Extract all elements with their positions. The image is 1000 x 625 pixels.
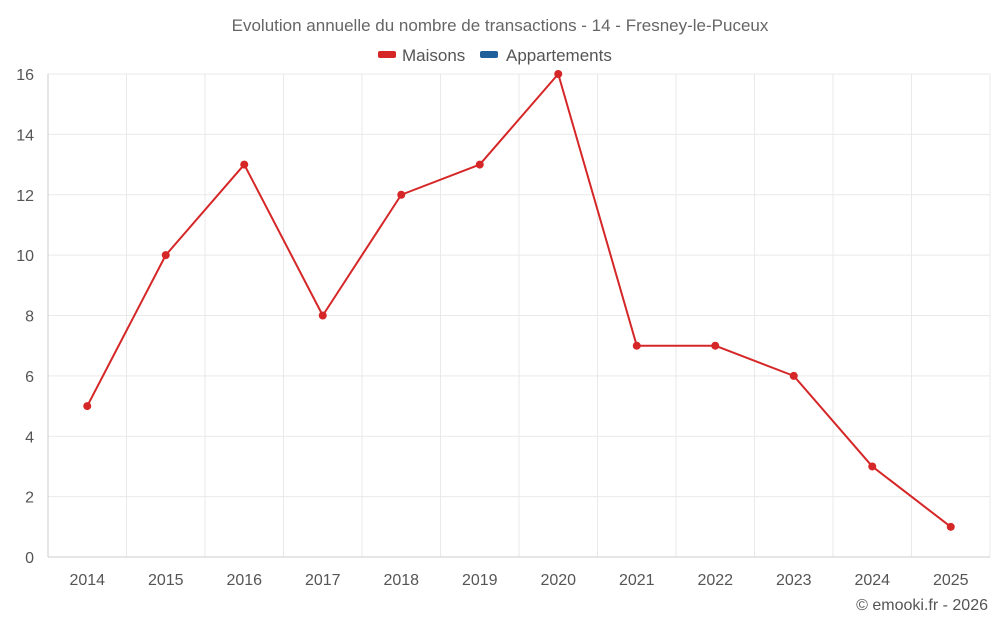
y-tick-label: 0 xyxy=(25,550,34,567)
legend-label-appartements[interactable]: Appartements xyxy=(506,46,612,65)
y-axis-ticks: 0 2 4 6 8 10 12 14 16 xyxy=(16,67,34,567)
x-tick-label: 2021 xyxy=(619,572,655,589)
data-point[interactable] xyxy=(946,522,955,531)
x-axis-ticks: 2014 2015 2016 2017 2018 2019 2020 2021 2022 2023… xyxy=(69,572,968,589)
x-tick-label: 2020 xyxy=(540,572,576,589)
y-tick-label: 16 xyxy=(16,67,34,84)
data-point[interactable] xyxy=(632,341,641,350)
data-point[interactable] xyxy=(161,251,170,260)
series-maisons xyxy=(83,70,955,531)
grid xyxy=(47,73,991,557)
y-tick-label: 8 xyxy=(25,309,34,326)
legend-swatch-appartements xyxy=(480,51,498,58)
data-point[interactable] xyxy=(318,311,327,320)
y-tick-label: 4 xyxy=(25,429,34,446)
y-tick-label: 12 xyxy=(16,188,34,205)
x-tick-label: 2025 xyxy=(933,572,969,589)
y-tick-label: 14 xyxy=(16,127,34,144)
x-tick-label: 2017 xyxy=(305,572,341,589)
chart-title: Evolution annuelle du nombre de transact… xyxy=(232,16,769,35)
data-point[interactable] xyxy=(789,371,798,380)
x-tick-label: 2014 xyxy=(69,572,105,589)
series-line-maisons xyxy=(86,73,952,528)
y-tick-label: 2 xyxy=(25,490,34,507)
legend: Maisons Appartements xyxy=(378,46,612,65)
x-tick-label: 2018 xyxy=(383,572,419,589)
x-tick-label: 2024 xyxy=(854,572,890,589)
x-tick-label: 2023 xyxy=(776,572,812,589)
axes xyxy=(47,74,990,558)
data-point[interactable] xyxy=(711,341,720,350)
y-tick-label: 6 xyxy=(25,369,34,386)
x-tick-label: 2019 xyxy=(462,572,498,589)
y-tick-label: 10 xyxy=(16,248,34,265)
data-point[interactable] xyxy=(83,402,92,411)
data-point[interactable] xyxy=(868,462,877,471)
legend-swatch-maisons xyxy=(378,51,396,58)
data-point[interactable] xyxy=(475,160,484,169)
x-tick-label: 2016 xyxy=(226,572,262,589)
x-tick-label: 2015 xyxy=(148,572,184,589)
data-point[interactable] xyxy=(554,70,563,78)
credit-text: © emooki.fr - 2026 xyxy=(856,597,988,614)
data-point[interactable] xyxy=(397,190,406,199)
data-point[interactable] xyxy=(240,160,249,169)
legend-label-maisons[interactable]: Maisons xyxy=(402,46,465,65)
x-tick-label: 2022 xyxy=(697,572,733,589)
